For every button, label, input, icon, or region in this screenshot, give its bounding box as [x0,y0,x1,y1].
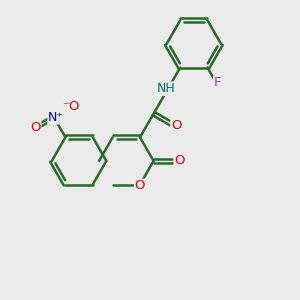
Text: F: F [214,76,221,89]
Text: O: O [171,119,181,132]
Text: N⁺: N⁺ [48,111,64,124]
Text: ⁻O: ⁻O [62,100,80,113]
Text: O: O [135,179,145,192]
Text: O: O [30,122,41,134]
Text: O: O [174,154,185,167]
Text: NH: NH [157,82,175,95]
